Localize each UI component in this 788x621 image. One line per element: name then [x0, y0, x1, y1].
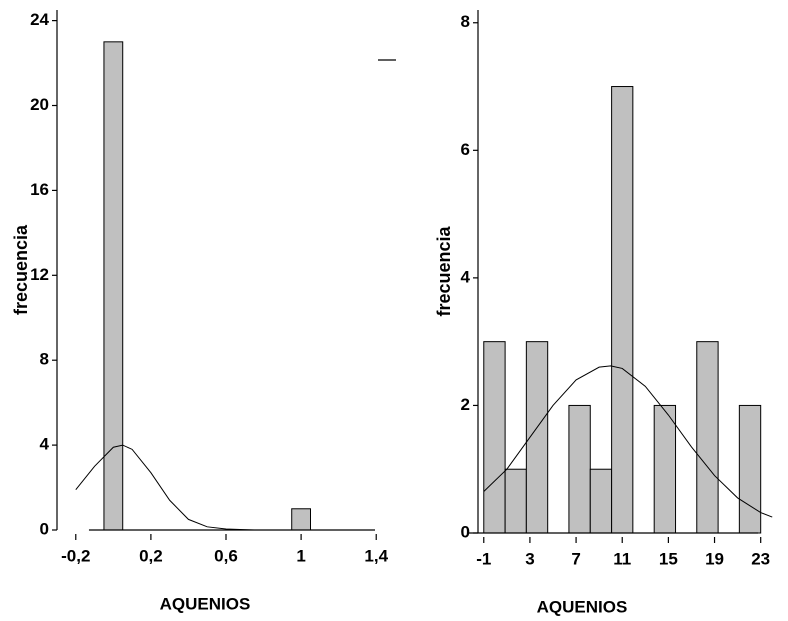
bar: [738, 404, 762, 534]
normal-curve: [483, 365, 773, 518]
y-tick-label: 0: [40, 519, 49, 538]
y-tick-label: 20: [30, 95, 49, 114]
y-tick-label: 4: [40, 435, 50, 454]
y-axis-label: frecuencia: [11, 224, 31, 315]
bar: [568, 404, 591, 534]
x-tick-label: 1,4: [364, 546, 388, 565]
x-tick-label: -0,2: [61, 546, 90, 565]
bar: [103, 41, 124, 531]
bar: [611, 86, 634, 534]
x-tick-label: -1: [476, 549, 491, 568]
x-tick-label: 7: [571, 549, 580, 568]
y-tick-label: 4: [461, 267, 471, 286]
y-tick-label: 0: [461, 522, 470, 541]
bar: [653, 404, 677, 534]
x-tick-label: 11: [613, 549, 631, 568]
y-tick-label: 16: [30, 180, 49, 199]
y-tick-label: 8: [40, 350, 49, 369]
x-tick-label: 15: [659, 549, 678, 568]
y-tick-label: 12: [30, 265, 49, 284]
bar: [504, 468, 527, 534]
bar: [696, 341, 719, 534]
x-tick-label: 23: [751, 549, 770, 568]
bar: [589, 468, 613, 534]
y-tick-label: 6: [461, 140, 470, 159]
y-axis-label: frecuencia: [434, 225, 454, 316]
bar: [483, 341, 506, 534]
x-tick-label: 3: [525, 549, 534, 568]
y-tick-label: 24: [30, 10, 49, 29]
x-tick-label: 0,6: [214, 546, 238, 565]
normal-curve: [75, 444, 255, 531]
x-tick-label: 1: [296, 546, 305, 565]
y-tick-label: 8: [461, 12, 470, 31]
x-axis-label: AQUENIOS: [160, 594, 251, 613]
bar: [291, 508, 312, 531]
x-tick-label: 19: [705, 549, 724, 568]
x-tick-label: 0,2: [139, 546, 163, 565]
x-axis-label: AQUENIOS: [537, 597, 628, 616]
y-tick-label: 2: [461, 395, 470, 414]
